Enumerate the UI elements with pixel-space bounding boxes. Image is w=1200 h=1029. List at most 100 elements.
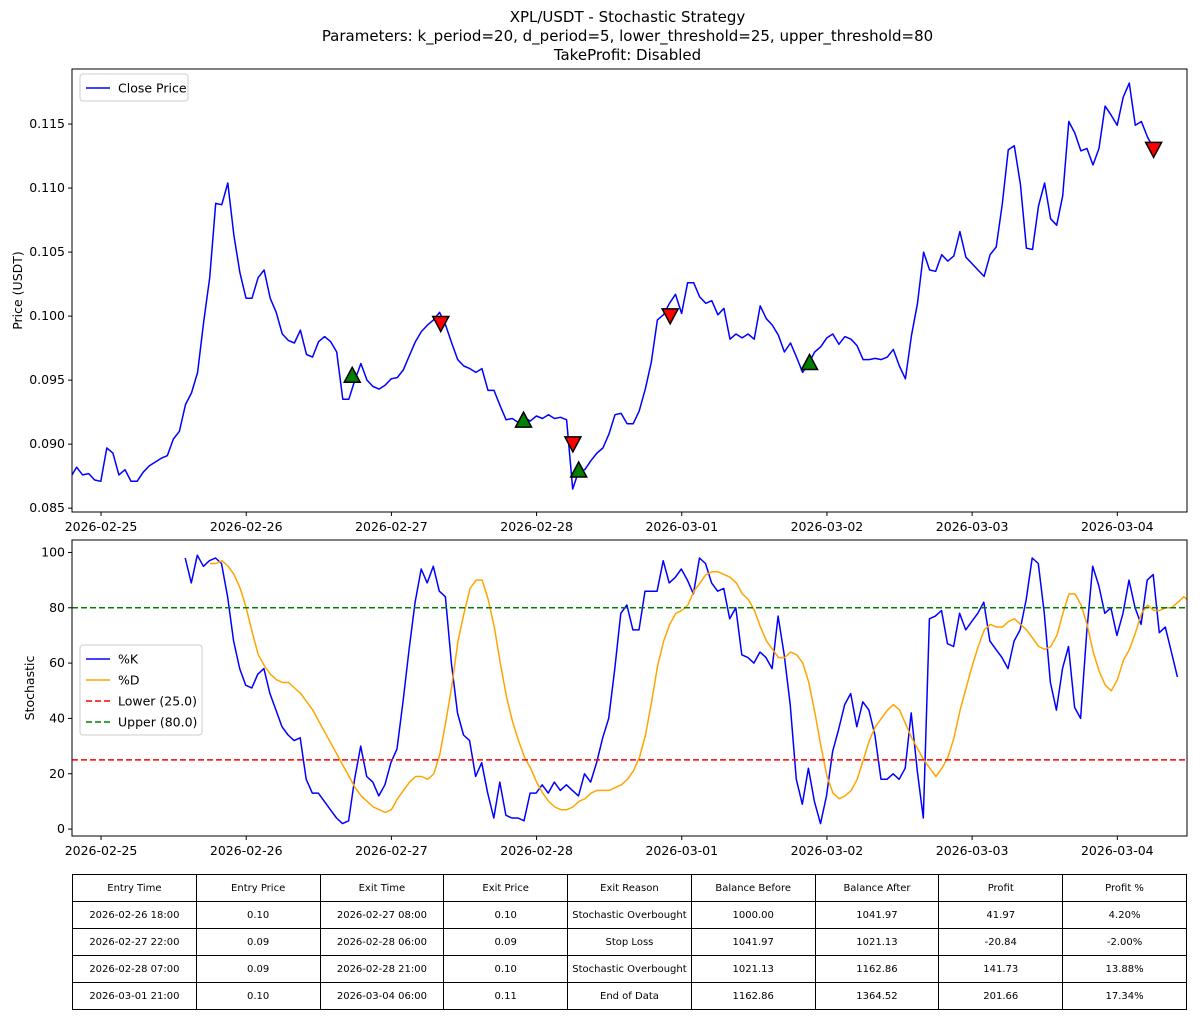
d-series-line xyxy=(209,559,1187,814)
table-header-cell: Exit Price xyxy=(443,874,569,902)
sell-marker xyxy=(563,436,583,454)
table-cell: 0.09 xyxy=(195,955,321,983)
buy-marker xyxy=(800,352,819,371)
legend-box xyxy=(79,644,203,736)
x-tick-label: 2026-03-02 xyxy=(791,519,864,534)
table-cell: 1041.97 xyxy=(690,928,816,956)
table-row: 2026-02-28 07:00 0.09 2026-02-28 21:00 0.10… xyxy=(72,955,1187,983)
table-cell: 1041.97 xyxy=(814,901,940,929)
table-cell: 4.20% xyxy=(1062,901,1187,929)
table-cell: 1364.52 xyxy=(814,982,940,1010)
x-tick-label: 2026-02-26 xyxy=(210,519,283,534)
table-row: 2026-02-27 22:00 0.09 2026-02-28 06:00 0.09… xyxy=(72,928,1187,956)
table-cell: 0.11 xyxy=(443,982,569,1010)
table-header-cell: Entry Time xyxy=(72,874,197,902)
legend-label: %D xyxy=(118,673,140,688)
title-line-2: Parameters: k_period=20, d_period=5, low… xyxy=(321,27,934,45)
table-header-cell: Exit Time xyxy=(319,874,445,902)
y-tick-label: 60 xyxy=(49,655,65,670)
table-header-cell: Profit xyxy=(938,874,1064,902)
plot-area xyxy=(72,82,1163,490)
table-cell: 17.34% xyxy=(1062,982,1187,1010)
buy-marker xyxy=(342,365,362,384)
table-row: 2026-03-01 21:00 0.10 2026-03-04 06:00 0.11… xyxy=(72,982,1187,1010)
table-cell: 2026-02-28 07:00 xyxy=(72,955,197,983)
table-cell: 1162.86 xyxy=(814,955,940,983)
table-cell: 2026-03-01 21:00 xyxy=(72,982,197,1010)
table-cell: 0.10 xyxy=(443,901,569,929)
table-cell: 2026-02-26 18:00 xyxy=(72,901,197,929)
table-cell: -2.00% xyxy=(1062,928,1187,956)
plot-frame xyxy=(71,539,1188,837)
table-cell: 0.09 xyxy=(195,928,321,956)
table-cell: Stop Loss xyxy=(567,928,692,956)
y-tick-label: 20 xyxy=(49,766,65,781)
x-tick-label: 2026-02-25 xyxy=(65,519,138,534)
table-cell: 1000.00 xyxy=(690,901,816,929)
y-tick-label: 80 xyxy=(49,600,65,615)
table-cell: 141.73 xyxy=(938,955,1064,983)
legend-label: Close Price xyxy=(118,81,187,96)
y-tick-label: 0.105 xyxy=(29,244,65,259)
table-cell: 0.10 xyxy=(195,982,321,1010)
table-cell: 1021.13 xyxy=(814,928,940,956)
plot-frame xyxy=(71,68,1188,513)
y-tick-label: 0 xyxy=(57,821,65,836)
chart-canvas: 0.085 0.090 0.095 0.100 0.105 0.110 0.115 2026-… xyxy=(10,68,1188,858)
x-tick-label: 2026-02-28 xyxy=(500,843,573,858)
y-tick-label: 0.110 xyxy=(29,180,65,195)
legend-label: Lower (25.0) xyxy=(118,694,197,709)
table-cell: 1162.86 xyxy=(690,982,816,1010)
x-tick-label: 2026-02-26 xyxy=(210,843,283,858)
x-tick-label: 2026-03-03 xyxy=(936,519,1009,534)
k-series-line xyxy=(184,554,1179,825)
y-tick-label: 0.100 xyxy=(29,308,65,323)
x-tick-label: 2026-02-28 xyxy=(500,519,573,534)
y-tick-label: 0.115 xyxy=(29,116,65,131)
y-axis-label: Stochastic xyxy=(22,656,37,721)
table-cell: Stochastic Overbought xyxy=(567,955,692,983)
table-row: 2026-02-26 18:00 0.10 2026-02-27 08:00 0.10… xyxy=(72,901,1187,929)
buy-marker xyxy=(569,460,588,478)
table-cell: 1021.13 xyxy=(690,955,816,983)
buy-marker xyxy=(514,410,533,428)
close-price-series-line xyxy=(72,82,1155,490)
legend-label: Upper (80.0) xyxy=(118,715,197,730)
x-tick-label: 2026-02-27 xyxy=(355,519,428,534)
title-line-1: XPL/USDT - Stochastic Strategy xyxy=(509,8,746,26)
table-cell: 13.88% xyxy=(1062,955,1187,983)
table-cell: Stochastic Overbought xyxy=(567,901,692,929)
y-tick-label: 40 xyxy=(49,710,65,725)
table-header-cell: Balance After xyxy=(814,874,940,902)
table-cell: 41.97 xyxy=(938,901,1064,929)
sell-marker xyxy=(1144,141,1163,159)
sell-marker xyxy=(431,315,451,334)
x-tick-label: 2026-03-02 xyxy=(791,843,864,858)
y-tick-label: 100 xyxy=(41,544,65,559)
table-header-cell: Balance Before xyxy=(690,874,816,902)
plot-area xyxy=(72,554,1187,825)
chart-title: XPL/USDT - Stochastic Strategy Parameter… xyxy=(0,8,1200,65)
trades-table: Entry Time Entry Price Exit Time Exit Price… xyxy=(72,874,1187,1010)
x-tick-label: 2026-03-04 xyxy=(1081,519,1154,534)
table-header-cell: Entry Price xyxy=(195,874,321,902)
legend-label: %K xyxy=(118,652,139,667)
price-panel: 0.085 0.090 0.095 0.100 0.105 0.110 0.115 2026-… xyxy=(10,68,1188,534)
y-axis-label: Price (USDT) xyxy=(10,251,25,330)
stochastic-panel: 0 20 40 60 80 100 2026-02-25 2026-02-26 2026-02-… xyxy=(22,539,1188,858)
table-body: 2026-02-26 18:00 0.10 2026-02-27 08:00 0.10… xyxy=(72,901,1187,1010)
legend-box xyxy=(79,73,189,102)
table-cell: 201.66 xyxy=(938,982,1064,1010)
x-tick-label: 2026-03-01 xyxy=(645,843,718,858)
table-cell: 2026-03-04 06:00 xyxy=(319,982,445,1010)
table-cell: 2026-02-28 06:00 xyxy=(319,928,445,956)
table-cell: -20.84 xyxy=(938,928,1064,956)
table-cell: End of Data xyxy=(567,982,692,1010)
legend: Close Price xyxy=(79,73,189,102)
table-cell: 0.10 xyxy=(443,955,569,983)
table-header-cell: Profit % xyxy=(1062,874,1187,902)
x-tick-label: 2026-02-27 xyxy=(355,843,428,858)
y-tick-label: 0.085 xyxy=(29,500,65,515)
x-tick-label: 2026-02-25 xyxy=(65,843,138,858)
y-tick-label: 0.090 xyxy=(29,436,65,451)
